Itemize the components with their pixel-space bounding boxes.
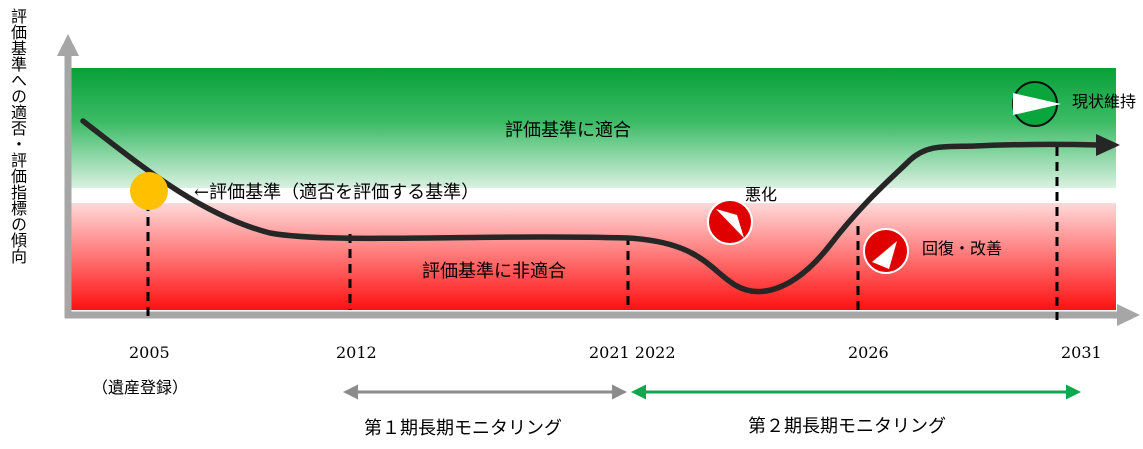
good-zone bbox=[70, 68, 1116, 188]
year-markers bbox=[146, 147, 1059, 320]
year-2021-2022: 2021 2022 bbox=[589, 343, 676, 362]
curve-arrowhead bbox=[1096, 134, 1120, 156]
criterion-marker bbox=[130, 172, 168, 210]
bad-zone bbox=[70, 203, 1116, 310]
worsen-icon bbox=[707, 199, 753, 245]
vertical-axis-label: 評価基準への適否・評価指標の傾向 bbox=[8, 8, 27, 264]
period-1-label: 第１期長期モニタリング bbox=[364, 418, 562, 439]
year-2012: 2012 bbox=[336, 343, 377, 362]
maintain-icon bbox=[1012, 81, 1061, 127]
period-2-label: 第２期長期モニタリング bbox=[748, 416, 946, 437]
year-2031: 2031 bbox=[1061, 343, 1102, 362]
bad-zone-label: 評価基準に非適合 bbox=[422, 261, 566, 282]
trend-label-recover: 回復・改善 bbox=[922, 239, 1003, 258]
trend-label-maintain: 現状維持 bbox=[1072, 92, 1137, 111]
year-2005: 2005 bbox=[129, 343, 170, 362]
recover-icon bbox=[863, 228, 909, 274]
good-zone-label: 評価基準に適合 bbox=[505, 120, 631, 141]
year-2005-note: （遺産登録） bbox=[92, 378, 189, 397]
trend-label-worsen: 悪化 bbox=[745, 185, 778, 204]
criterion-note: ←評価基準（適否を評価する基準） bbox=[194, 182, 480, 203]
year-2026: 2026 bbox=[848, 343, 889, 362]
trend-curve bbox=[80, 118, 1103, 295]
axes bbox=[57, 34, 1140, 326]
